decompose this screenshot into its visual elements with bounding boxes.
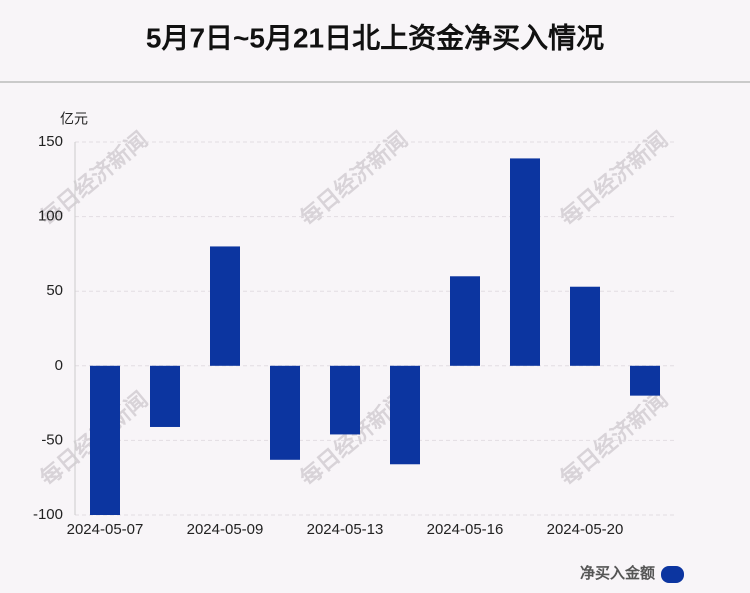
x-tick-label: 2024-05-07 [67, 521, 144, 538]
x-tick-label: 2024-05-20 [547, 521, 624, 538]
y-tick-label: 50 [46, 282, 63, 299]
bar [90, 365, 120, 515]
chart-title: 5月7日~5月21日北上资金净买入情况 [146, 21, 604, 53]
bar [510, 158, 540, 366]
x-tick-label: 2024-05-13 [307, 521, 384, 538]
y-tick-label: -50 [41, 431, 63, 448]
bar [150, 365, 180, 427]
y-unit: 亿元 [60, 111, 88, 127]
bar [330, 365, 360, 435]
y-tick-label: 0 [55, 357, 63, 374]
x-tick-label: 2024-05-16 [427, 521, 504, 538]
y-tick-label: 150 [38, 133, 63, 150]
bar [270, 365, 300, 460]
bar [450, 276, 480, 366]
legend-label: 净买入金额 [580, 564, 655, 582]
bar [390, 365, 420, 465]
bar [570, 286, 600, 366]
y-tick-label: 100 [38, 208, 63, 225]
y-tick-label: -100 [33, 506, 63, 523]
bar [630, 365, 660, 396]
bar [210, 246, 240, 366]
x-tick-label: 2024-05-09 [187, 521, 264, 538]
legend-swatch [661, 566, 684, 583]
